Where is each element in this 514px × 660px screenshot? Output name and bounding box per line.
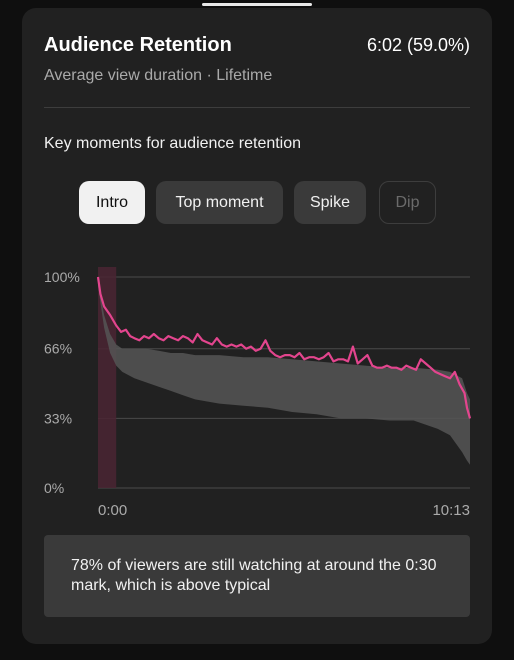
chip-intro[interactable]: Intro <box>79 181 145 224</box>
average-view-duration-value: 6:02 (59.0%) <box>366 35 470 55</box>
chip-dip: Dip <box>379 181 436 224</box>
x-tick-label: 10:13 <box>432 502 470 519</box>
y-tick-label: 66% <box>44 341 72 357</box>
divider <box>44 107 470 108</box>
y-tick-label: 100% <box>44 269 80 285</box>
card-subtitle: Average view duration · Lifetime <box>44 67 273 84</box>
audience-retention-card: Audience Retention 6:02 (59.0%) Average … <box>22 8 492 644</box>
y-tick-label: 0% <box>44 480 64 496</box>
card-title: Audience Retention <box>44 34 232 56</box>
chip-spike[interactable]: Spike <box>294 181 366 224</box>
top-drag-indicator[interactable] <box>202 3 312 6</box>
retention-chart: 100% 66% 33% 0% 0:00 10:13 <box>44 267 472 519</box>
key-moments-label: Key moments for audience retention <box>44 135 302 152</box>
insight-text: 78% of viewers are still watching at aro… <box>71 557 437 594</box>
x-tick-label: 0:00 <box>98 502 127 519</box>
x-axis-tick-labels: 0:00 10:13 <box>98 502 470 519</box>
insight-note: 78% of viewers are still watching at aro… <box>44 535 470 617</box>
intro-highlight-region <box>98 267 117 488</box>
y-axis-tick-labels: 100% 66% 33% 0% <box>44 269 80 496</box>
typical-retention-band <box>98 281 470 465</box>
chip-top-moment[interactable]: Top moment <box>156 181 283 224</box>
retention-line <box>96 276 472 419</box>
y-tick-label: 33% <box>44 410 72 426</box>
